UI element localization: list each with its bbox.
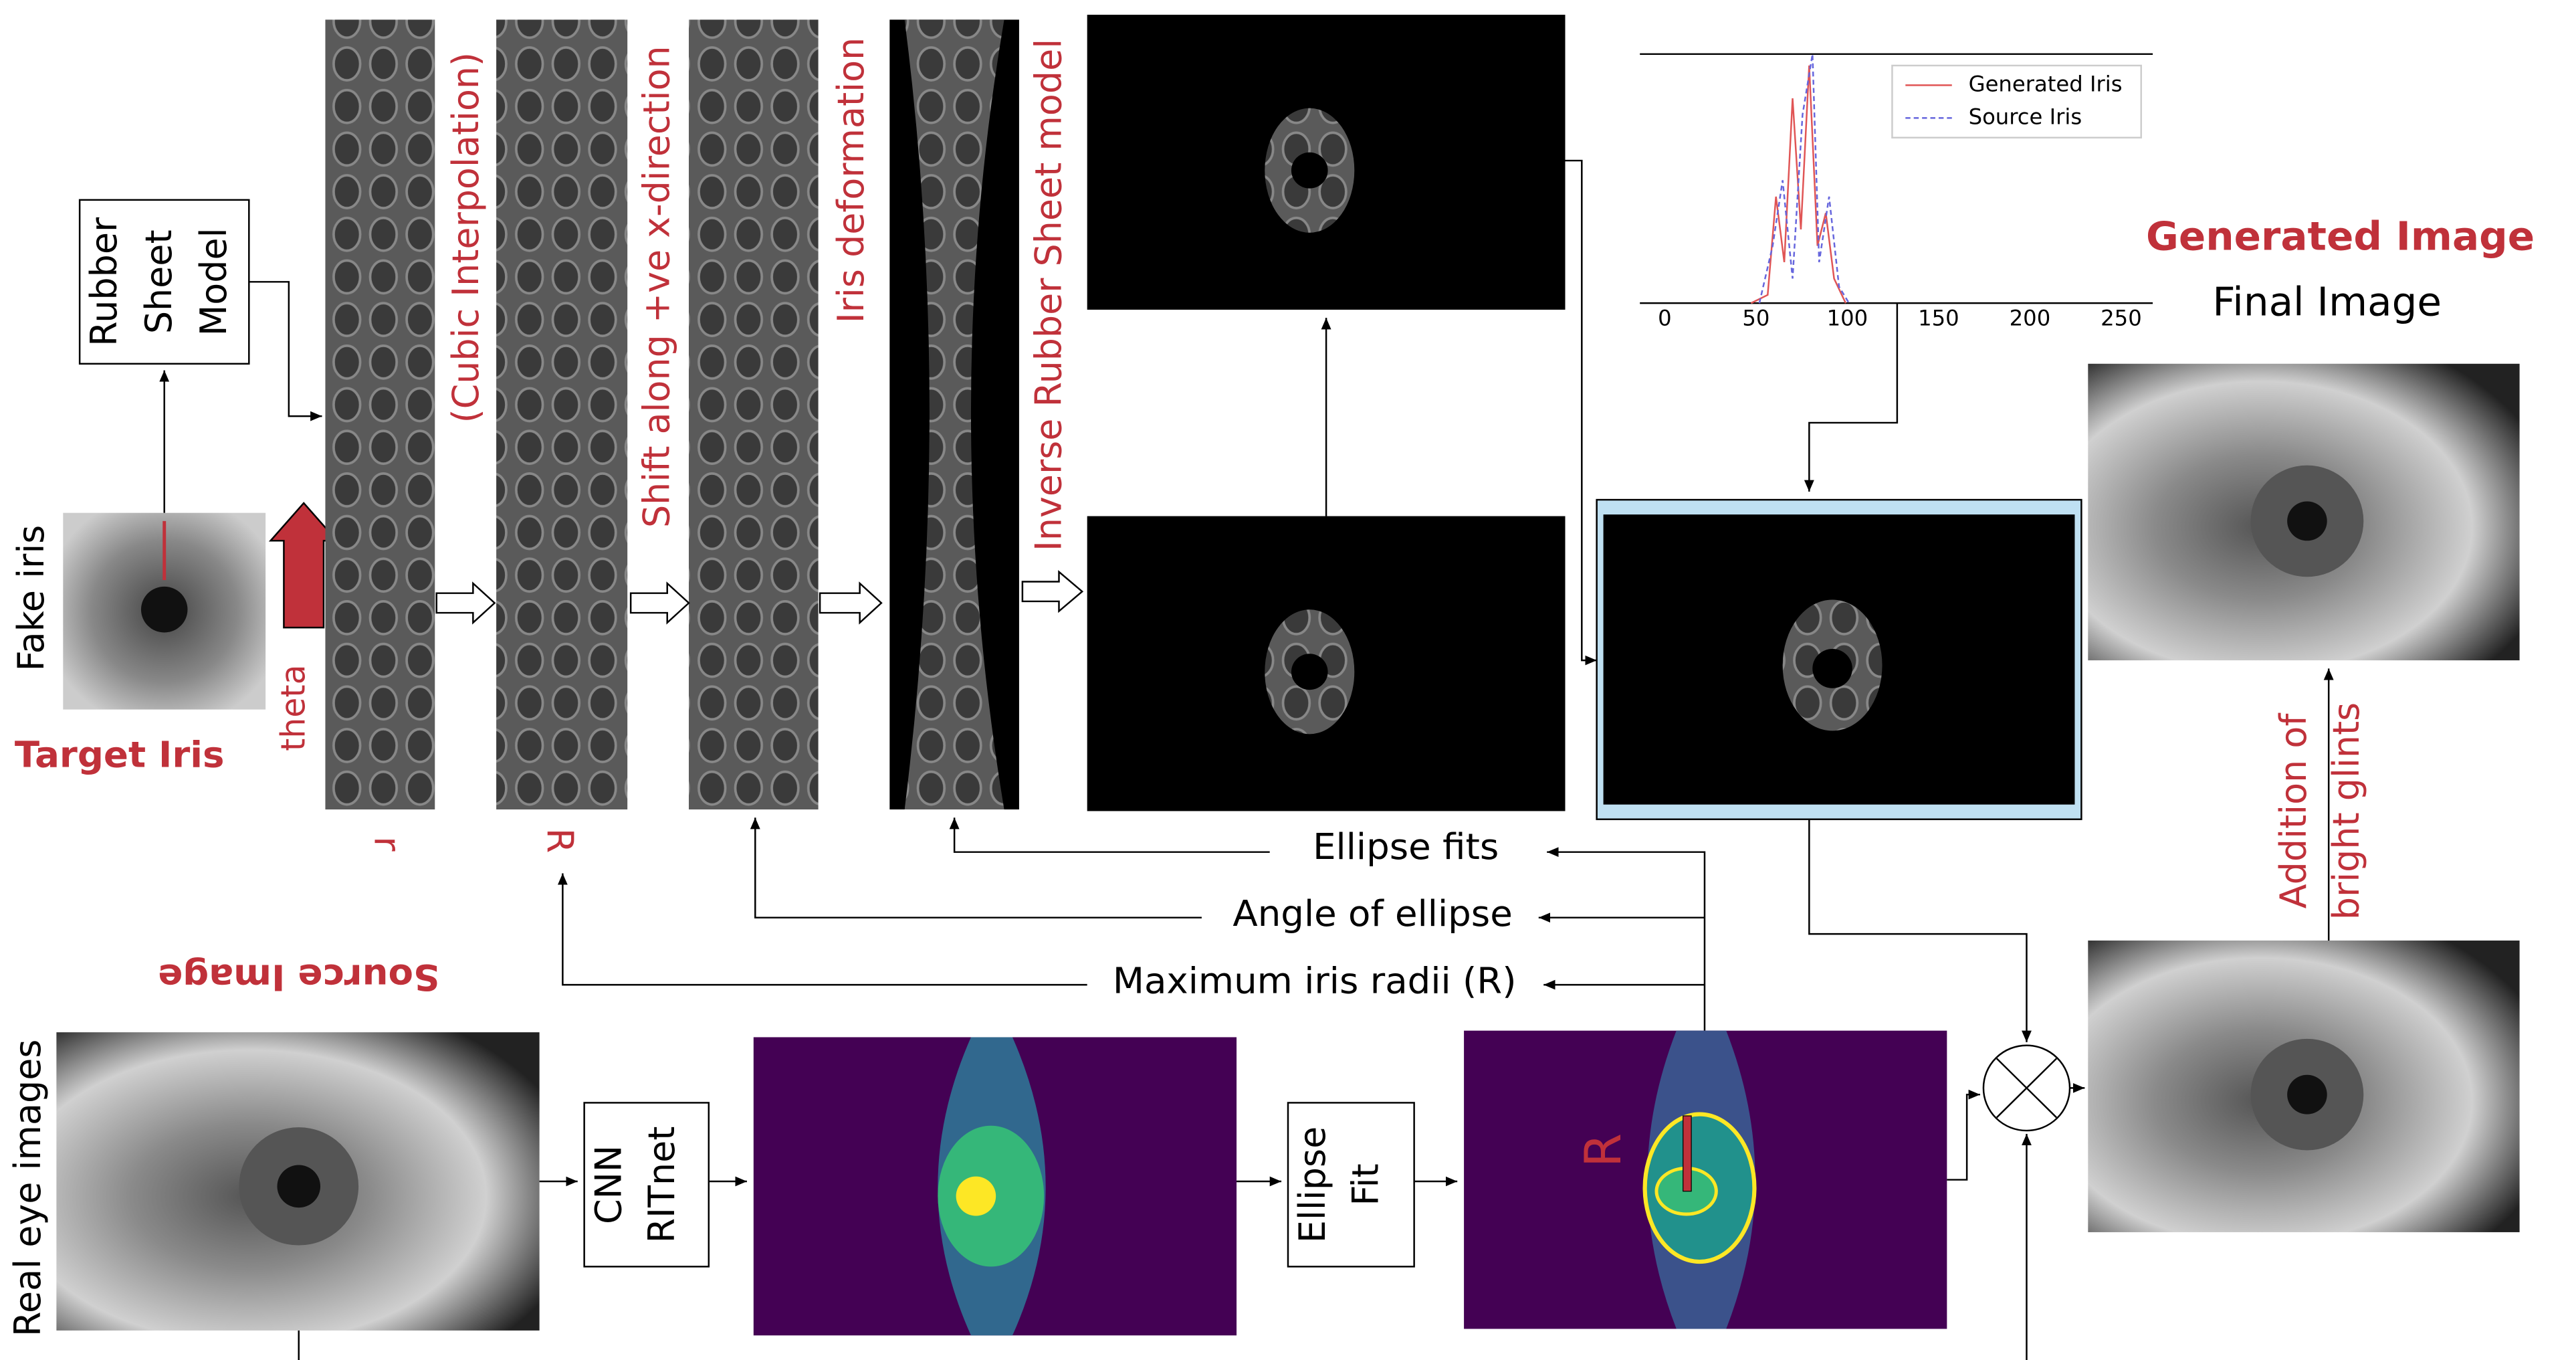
pupil — [1812, 648, 1852, 688]
box — [1287, 1102, 1415, 1268]
arrow — [1804, 303, 1899, 492]
arrow — [1808, 819, 2032, 1042]
pupil — [2287, 501, 2327, 541]
label: Addition of — [2272, 712, 2314, 908]
label: Sheet — [138, 229, 180, 334]
radius — [1683, 1115, 1692, 1192]
label: Fit — [1344, 1163, 1386, 1205]
arrow — [1565, 159, 1597, 666]
x-tick-label: 100 — [1827, 306, 1868, 331]
x-tick-label: 250 — [2101, 306, 2142, 331]
x-tick-label: 150 — [1918, 306, 1959, 331]
label: CNN — [587, 1145, 629, 1224]
pupil — [2287, 1074, 2327, 1114]
arrow — [249, 281, 322, 421]
arrow — [1947, 1089, 1980, 1181]
label: Real eye images — [7, 1040, 49, 1337]
hist-line — [1758, 54, 1850, 304]
label: Maximum iris radii (R) — [1113, 960, 1517, 1002]
legend-label: Generated Iris — [1969, 72, 2123, 97]
hollow-arrow — [629, 581, 690, 625]
pupil — [1291, 654, 1328, 690]
hist-line — [1750, 65, 1847, 304]
box — [583, 1102, 710, 1268]
label: (Cubic Interpolation) — [445, 52, 487, 423]
x-tick-label: 200 — [2010, 306, 2051, 331]
label: Shift along +ve x-direction — [635, 45, 677, 528]
strip — [496, 19, 628, 810]
title: Generated Image — [2146, 213, 2535, 260]
pupil — [140, 586, 188, 633]
label: Ellipse fits — [1313, 825, 1499, 868]
region — [956, 1176, 996, 1216]
box — [78, 199, 250, 365]
label: Fake iris — [10, 525, 52, 672]
label: Inverse Rubber Sheet model — [1027, 39, 1069, 551]
arrow — [557, 873, 1087, 986]
label: Angle of ellipse — [1232, 893, 1512, 935]
strip — [689, 19, 819, 810]
label: R — [1575, 1133, 1633, 1167]
title: Target Iris — [15, 734, 225, 776]
label: Rubber — [83, 217, 125, 347]
label: Model — [193, 227, 235, 336]
label: theta — [274, 664, 312, 751]
legend — [1891, 64, 2142, 138]
label: Ellipse — [1291, 1127, 1333, 1243]
title: Source Image — [158, 956, 439, 998]
label: Iris deformation — [830, 37, 872, 323]
strip — [325, 19, 435, 810]
hollow-arrow — [435, 581, 496, 625]
legend-label: Source Iris — [1969, 104, 2082, 129]
x-tick-label: 50 — [1742, 306, 1769, 331]
arrow — [750, 817, 1202, 918]
theta-arrow — [268, 502, 339, 629]
arrow — [1547, 847, 1706, 1031]
hollow-arrow — [819, 581, 883, 625]
label: R — [539, 828, 581, 853]
multiply-cross — [1996, 1058, 2058, 1119]
pupil — [1291, 152, 1328, 189]
arrow — [949, 817, 1270, 853]
label: RITnet — [641, 1127, 683, 1244]
x-tick-label: 0 — [1658, 306, 1672, 331]
title: Final Image — [2212, 279, 2442, 325]
pupil — [277, 1165, 321, 1208]
label: r — [366, 836, 408, 852]
deformed-strip — [904, 19, 1004, 810]
label: bright glints — [2325, 702, 2367, 920]
hollow-arrow — [1021, 570, 1084, 613]
